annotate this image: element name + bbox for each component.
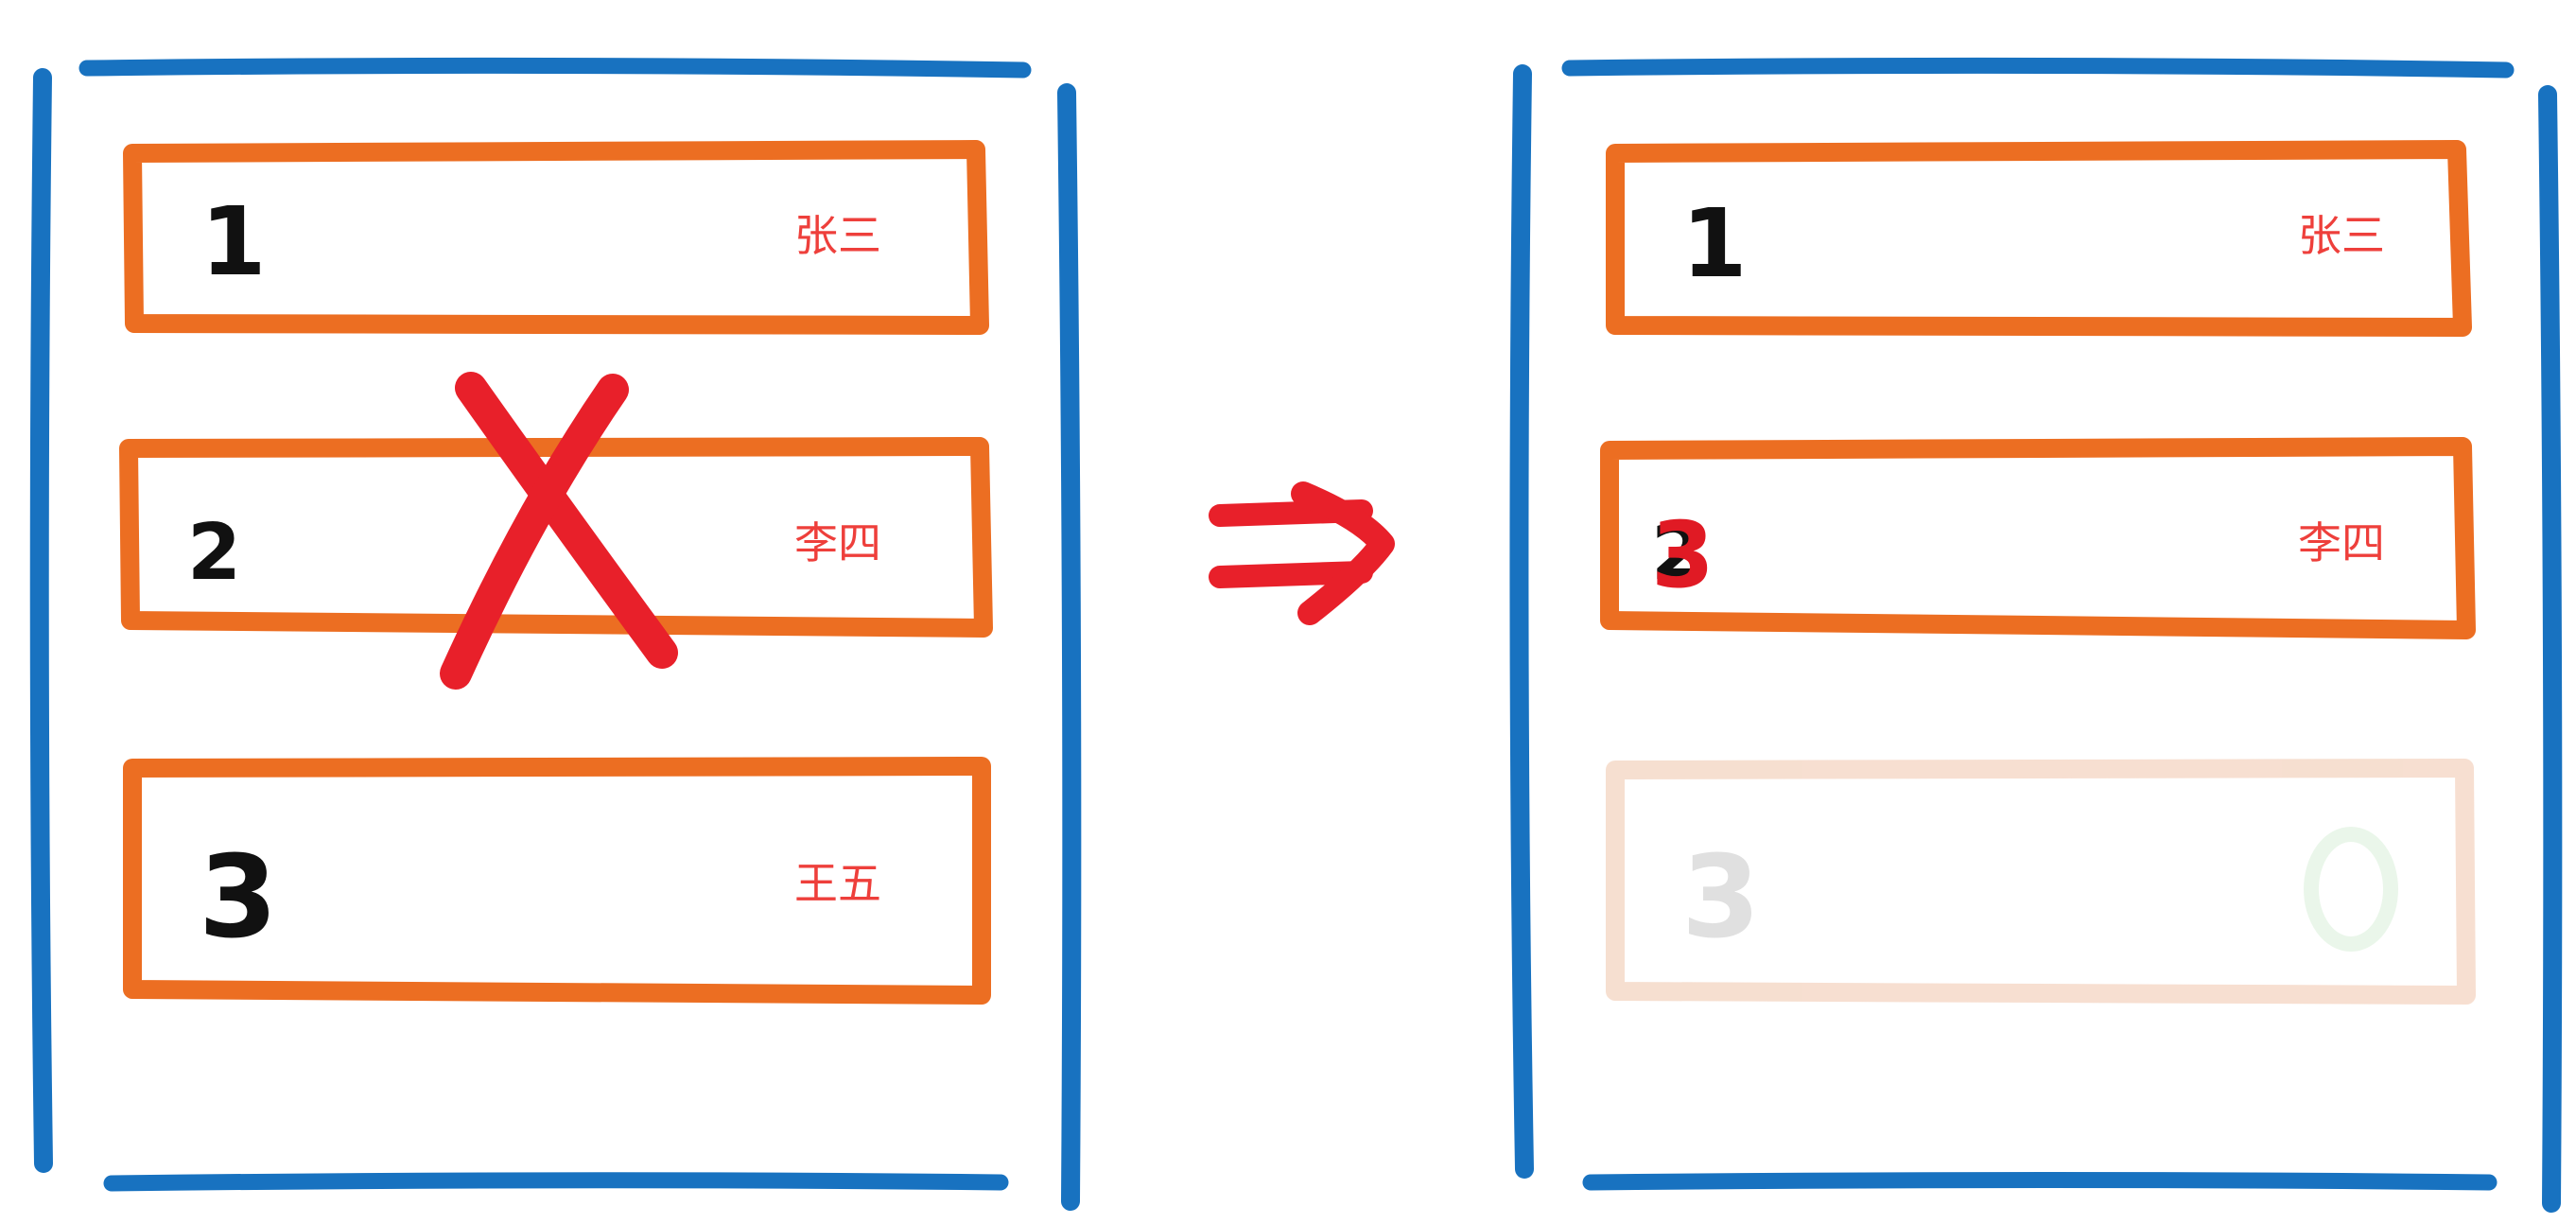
row-index: 1 <box>200 186 267 297</box>
after-row-1: 1 张三 <box>1606 140 2472 337</box>
before-frame-right <box>1057 83 1082 1211</box>
row-index: 1 <box>1681 188 1748 299</box>
row-name: 李四 <box>2298 517 2385 568</box>
after-frame-top <box>1561 57 2515 79</box>
before-frame-left <box>29 68 53 1173</box>
after-frame-left <box>1509 64 1534 1179</box>
before-frame <box>29 57 1082 1211</box>
row-border <box>1606 759 2476 1005</box>
after-frame-bottom <box>1582 1172 2498 1191</box>
after-frame <box>1509 57 2563 1213</box>
row-name: 李四 <box>794 517 881 568</box>
cross-mark-icon <box>440 372 678 690</box>
overwritten-digit: 2 <box>1651 509 1704 597</box>
before-frame-bottom <box>103 1172 1009 1192</box>
row-index: 2 <box>187 508 241 598</box>
row-name: 王五 <box>794 858 881 909</box>
row-border <box>1600 437 2476 639</box>
row-border <box>119 437 993 638</box>
circle-icon <box>2304 827 2398 952</box>
after-row-3-faded: 3 <box>1606 759 2476 1005</box>
row-index: 3 <box>1651 502 1714 608</box>
before-row-1: 1 张三 <box>123 140 989 335</box>
before-row-2: 2 李四 <box>119 437 993 638</box>
after-frame-right <box>2538 85 2563 1213</box>
before-row-3: 3 王五 <box>123 757 991 1005</box>
after-row-2: 2 3 李四 <box>1600 437 2476 639</box>
row-border <box>123 140 989 335</box>
double-arrow-right-icon <box>1209 481 1395 625</box>
row-name: 张三 <box>2298 210 2385 261</box>
row-border <box>123 757 991 1005</box>
before-panel: 1 张三 2 李四 3 王五 <box>29 57 1082 1211</box>
before-frame-top <box>78 57 1032 79</box>
row-name: 张三 <box>794 210 881 261</box>
after-panel: 1 张三 2 3 李四 3 <box>1509 57 2563 1213</box>
row-border <box>1606 140 2472 337</box>
row-index: 3 <box>1681 832 1761 964</box>
row-index: 3 <box>199 832 278 964</box>
